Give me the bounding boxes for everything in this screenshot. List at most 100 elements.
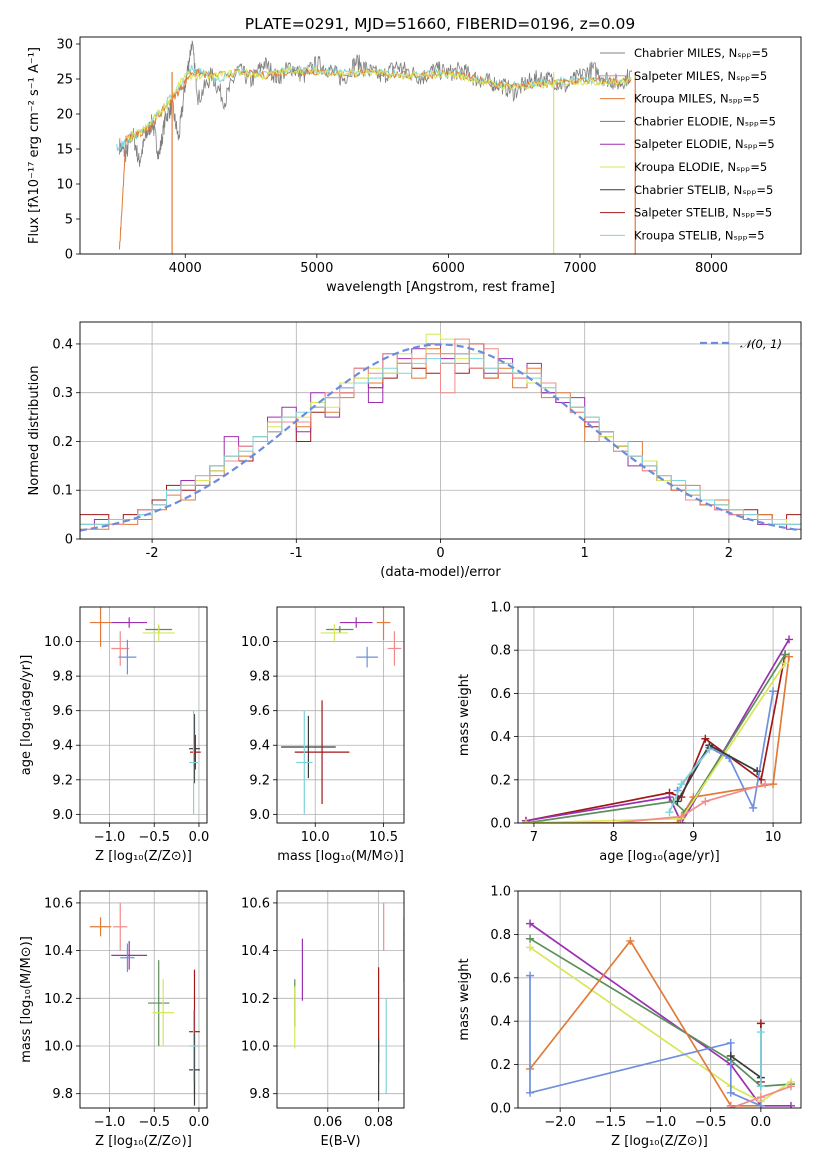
y-tick-label: 9.6 <box>249 704 270 719</box>
axes-frame <box>79 321 802 540</box>
plot-area-massweight-vs-Z <box>526 919 795 1108</box>
axes-frame <box>276 890 405 1109</box>
weight-marker <box>761 780 770 789</box>
x-tick-label: −0.5 <box>138 830 170 845</box>
y-tick-label: 0.8 <box>490 644 511 659</box>
weight-marker <box>526 971 535 980</box>
panels: 4000 5000 6000 7000 8000051015202530waveleng… <box>19 36 802 1149</box>
y-tick-label: 9.2 <box>52 773 73 788</box>
x-tick-label: −1.0 <box>94 830 126 845</box>
weight-marker <box>677 812 686 821</box>
x-tick-label: 8000 <box>695 261 728 276</box>
y-tick-label: 10.6 <box>241 896 270 911</box>
x-tick-label: -1 <box>290 546 303 561</box>
axes-frame <box>79 890 208 1109</box>
legend-label: Chabrier ELODIE, Nₛₚₚ=5 <box>634 114 776 128</box>
axes-frame <box>517 606 802 824</box>
panel-spectrum: 4000 5000 6000 7000 8000 0 5 10 15 20 25 30 waveleng… <box>27 36 802 295</box>
x-tick-label: 4000 <box>169 261 202 276</box>
y-tick-label: 0.4 <box>52 337 73 352</box>
x-tick-label: 0.0 <box>189 1115 210 1130</box>
legend: Chabrier MILES, Nₛₚₚ=5 Salpeter MILES, Nₛ… <box>600 46 776 242</box>
y-tick-label: 0.8 <box>490 928 511 943</box>
y-tick-label: 10.6 <box>44 896 73 911</box>
y-tick-label: 15 <box>56 143 73 158</box>
weight-marker <box>786 1082 795 1091</box>
plot-area-age-vs-mass <box>281 607 402 815</box>
panel-massweight-vs-age: 7 8 9 10 0.0 0.2 0.4 0.6 0.8 1.0 age [log₁₀(age/yr… <box>457 601 802 864</box>
weight-marker <box>609 819 618 823</box>
y-tick-label: 10.0 <box>44 635 73 650</box>
panel-residuals: -2 -1 0 1 2 0 0.1 0.2 0.3 0.4 (data-model)/error No… <box>27 321 802 580</box>
weight-marker <box>749 803 758 812</box>
y-tick-label: 10.2 <box>44 992 73 1007</box>
legend-label: Salpeter MILES, Nₛₚₚ=5 <box>634 69 767 83</box>
x-tick-label: 7000 <box>563 261 596 276</box>
weight-line <box>613 783 766 823</box>
weight-marker <box>756 1093 765 1102</box>
weight-marker <box>769 687 778 696</box>
grid-age-vs-mass <box>277 607 404 823</box>
x-tick-label: 10.0 <box>301 830 330 845</box>
legend-label: Kroupa MILES, Nₛₚₚ=5 <box>634 92 760 106</box>
y-axis-label: mass weight <box>457 674 472 756</box>
x-tick-label: 1 <box>581 546 589 561</box>
legend-label: Salpeter STELIB, Nₛₚₚ=5 <box>634 206 772 220</box>
plot-area-spectrum <box>116 40 636 254</box>
weight-line <box>525 638 790 823</box>
normal-curve <box>80 343 801 532</box>
y-tick-label: 0.2 <box>490 773 511 788</box>
y-tick-label: 5 <box>65 213 73 228</box>
y-tick-label: 0.1 <box>52 484 73 499</box>
weight-marker <box>673 819 682 823</box>
spectrum-series <box>125 66 632 142</box>
x-tick-label: 0 <box>436 546 444 561</box>
weight-marker <box>665 808 674 817</box>
weight-line <box>525 654 786 823</box>
x-tick-label: −1.0 <box>94 1115 126 1130</box>
y-tick-label: 9.0 <box>249 808 270 823</box>
y-tick-label: 25 <box>56 73 73 88</box>
y-tick-label: 0 <box>65 533 73 548</box>
y-tick-label: 0.2 <box>490 1058 511 1073</box>
y-tick-label: 9.6 <box>52 704 73 719</box>
weight-marker <box>526 1088 535 1097</box>
legend-label: Salpeter ELODIE, Nₛₚₚ=5 <box>634 137 775 151</box>
x-axis-label: Z [log₁₀(Z/Z⊙)] <box>95 1134 192 1149</box>
weight-marker <box>756 1019 765 1028</box>
y-axis-label: Flux [fλ10⁻¹⁷ erg cm⁻² s⁻¹ A⁻¹] <box>27 47 42 244</box>
legend: 𝒩(0, 1) <box>700 337 782 351</box>
y-axis-label: mass weight <box>457 958 472 1040</box>
weight-marker <box>756 1082 765 1091</box>
weight-marker <box>726 1088 735 1097</box>
x-tick-label: 5000 <box>300 261 333 276</box>
figure-title: PLATE=0291, MJD=51660, FIBERID=0196, z=0… <box>245 15 635 33</box>
legend-label: Kroupa ELODIE, Nₛₚₚ=5 <box>634 160 767 174</box>
panel-mass-vs-Z: −1.0 −0.5 0.0 9.8 10.0 10.2 10.4 10.6 Z [log₁₀(Z… <box>19 890 210 1149</box>
x-tick-label: 0.0 <box>189 830 210 845</box>
weight-line <box>730 1055 762 1079</box>
x-tick-label: −1.0 <box>645 1115 677 1130</box>
y-tick-label: 10.2 <box>241 992 270 1007</box>
axes-frame <box>517 890 802 1109</box>
y-tick-label: 10.4 <box>241 944 270 959</box>
x-tick-label: 0.08 <box>364 1115 393 1130</box>
y-axis-label: mass [log₁₀(M/M⊙)] <box>19 936 34 1063</box>
x-tick-label: 10 <box>765 830 782 845</box>
panel-massweight-vs-Z: −2.0 −1.5 −1.0 −0.5 0.0 0.0 0.2 0.4 0.6 0.8 1.0 Z [… <box>457 885 802 1149</box>
y-tick-label: 0.0 <box>490 1102 511 1117</box>
y-tick-label: 0.6 <box>490 971 511 986</box>
weight-marker <box>526 943 535 952</box>
y-tick-label: 0.4 <box>490 1015 511 1030</box>
x-tick-label: 8 <box>610 830 618 845</box>
y-tick-label: 0.0 <box>490 817 511 832</box>
y-tick-label: 0.6 <box>490 687 511 702</box>
x-tick-label: -2 <box>146 546 159 561</box>
y-tick-label: 1.0 <box>490 885 511 900</box>
y-tick-label: 0.2 <box>52 435 73 450</box>
axes-frame <box>79 36 802 255</box>
weight-marker <box>521 819 530 823</box>
legend-label: Kroupa STELIB, Nₛₚₚ=5 <box>634 228 765 242</box>
